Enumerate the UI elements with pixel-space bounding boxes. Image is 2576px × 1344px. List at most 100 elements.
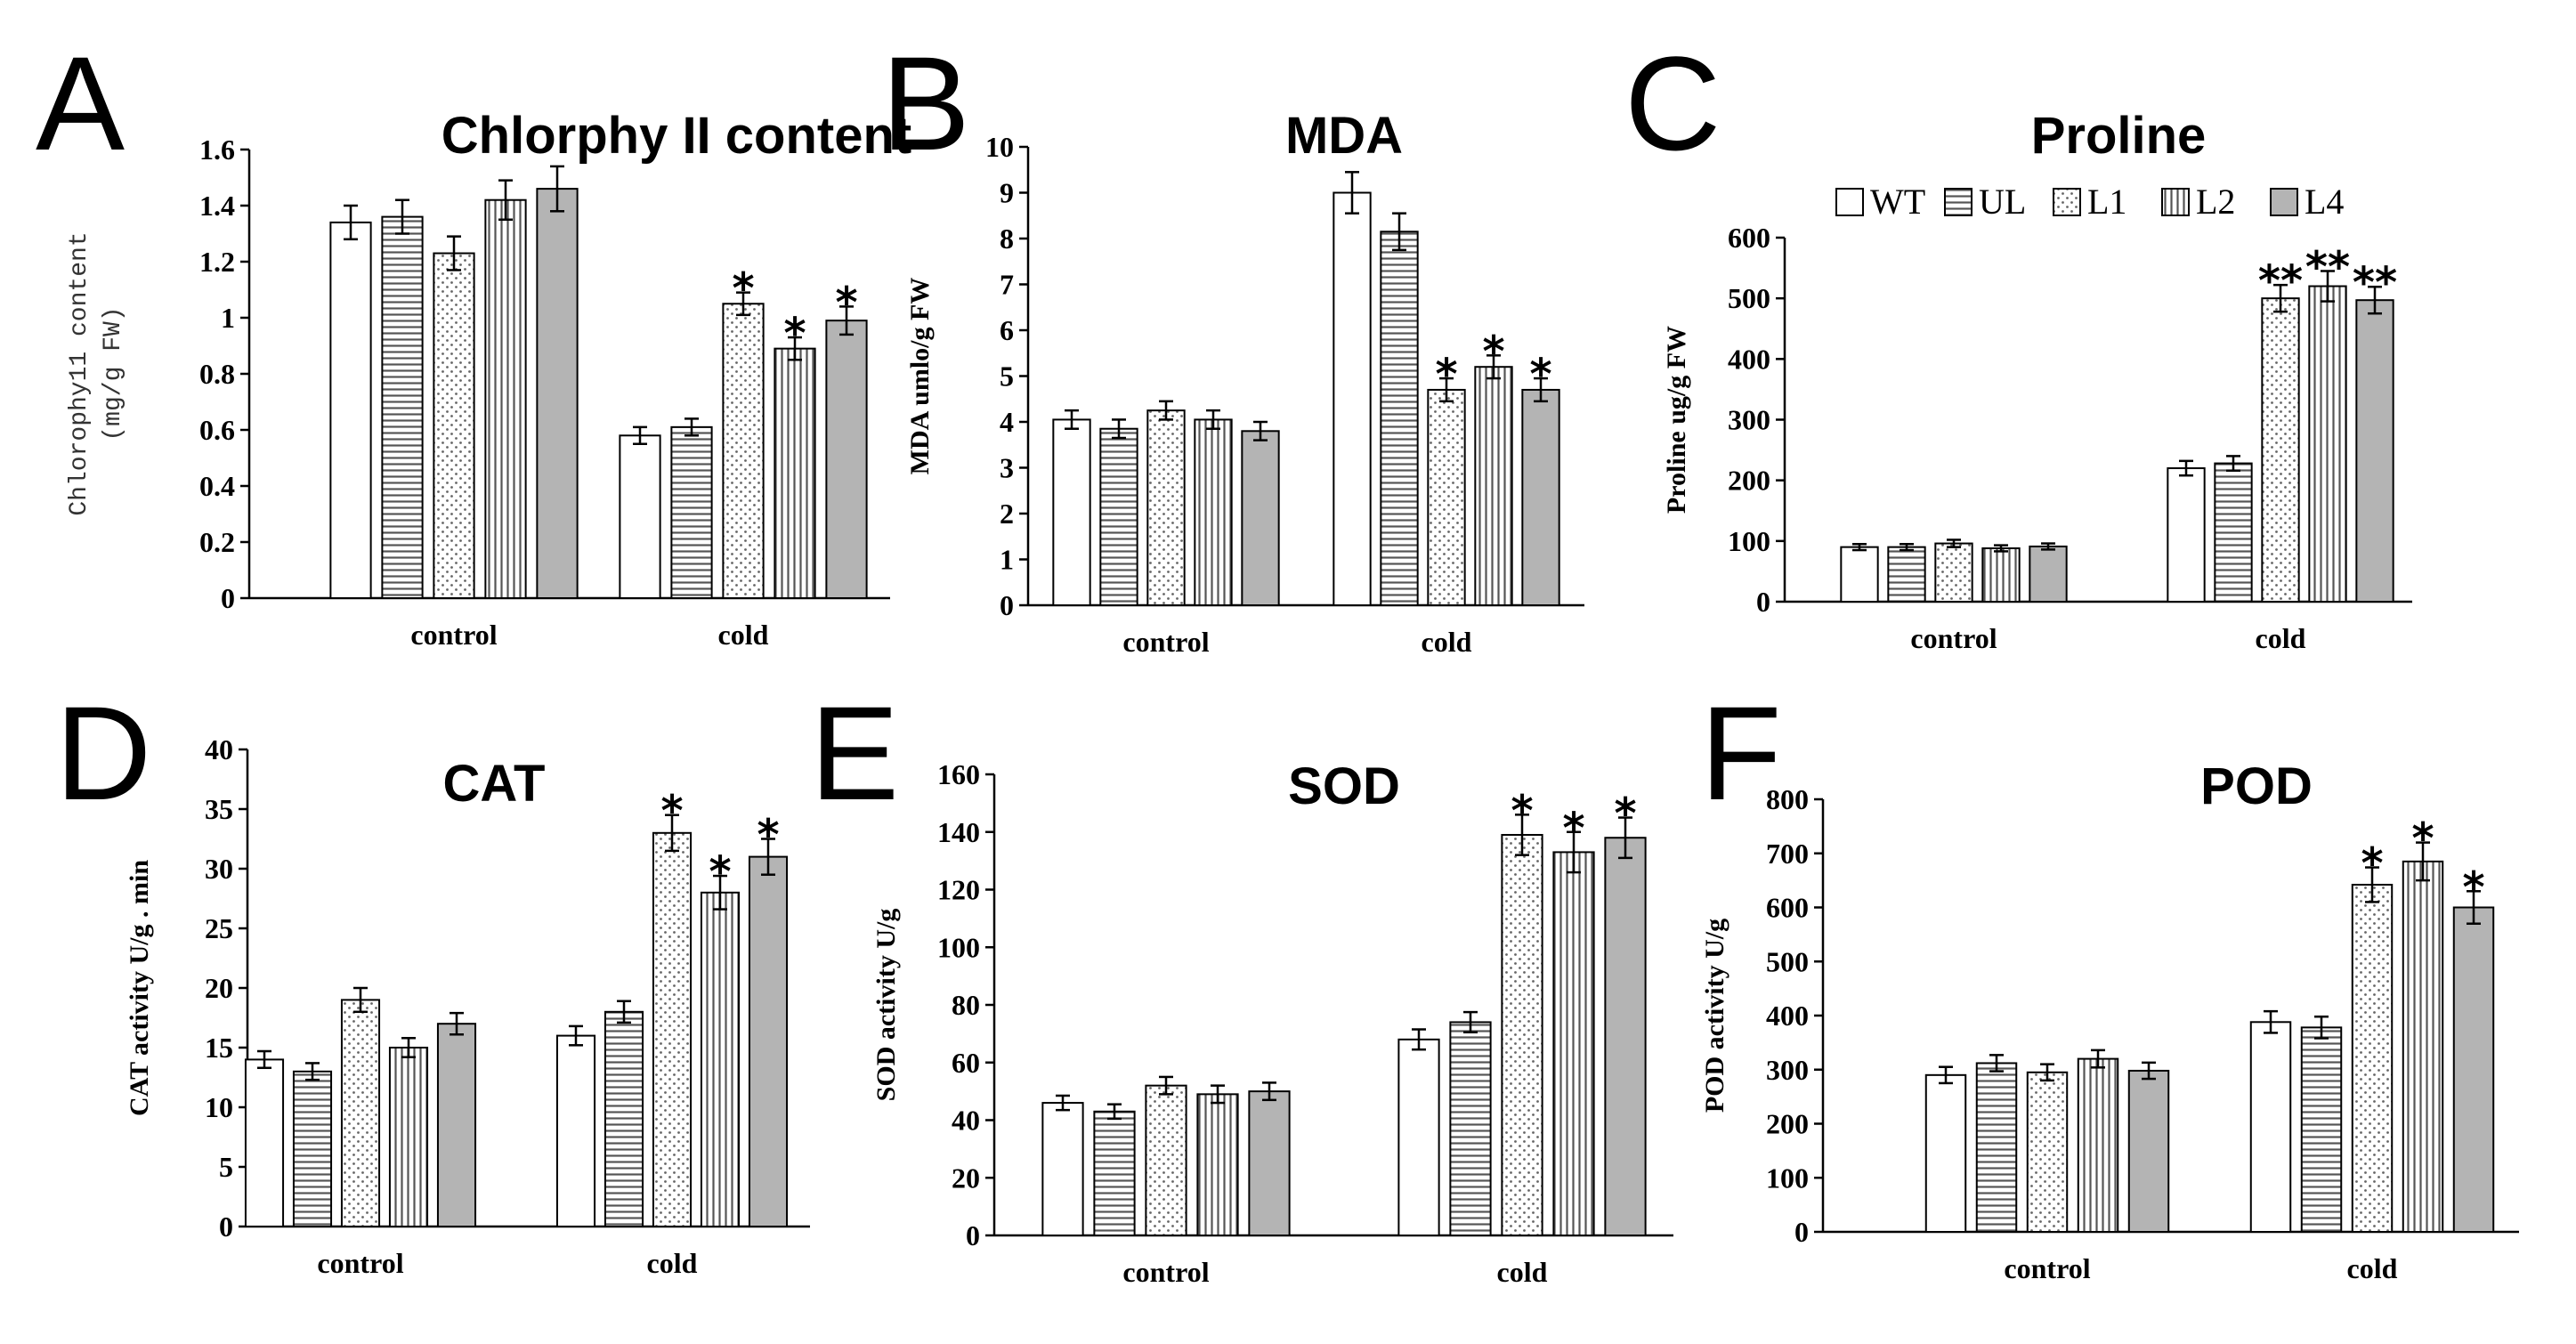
category-label: control (1910, 622, 1997, 654)
panel-f: F POD 0 100 200 300 400 500 600 700 800 POD activit… (1700, 678, 2519, 1284)
bar-l2-control (2077, 1057, 2119, 1233)
significance-star: * (1614, 789, 1636, 839)
panel-c: C Proline 0 100 200 300 400 500 600 Proline ug/g … (1624, 28, 2412, 654)
panel-d: D CAT 0 5 10 15 20 25 30 35 40 CAT activity U/g . m… (55, 678, 810, 1279)
y-tick-label: 7 (1000, 269, 1014, 301)
y-tick-label: 0 (1794, 1216, 1809, 1248)
y-tick-label: 0.6 (199, 414, 235, 446)
legend-swatch-ul (1944, 188, 1973, 216)
y-axis-label: MDA umlo/g FW (905, 278, 935, 475)
y-tick-label: 1.6 (199, 134, 235, 166)
bar-l1-control (433, 252, 475, 599)
bar-l1-control (1146, 409, 1186, 606)
bar-l2-cold (2308, 285, 2347, 603)
bar-wt-cold (555, 1034, 596, 1227)
bar-ul-cold (670, 425, 713, 599)
y-tick-label: 1.2 (199, 246, 235, 278)
chart-title: Chlorphy II content (441, 107, 911, 165)
significance-star: * (835, 278, 857, 328)
y-tick-label: 800 (1766, 783, 1809, 815)
bar-wt-cold (2249, 1021, 2292, 1234)
legend-label-ul: UL (1979, 182, 2026, 222)
bar-l4-cold (748, 855, 789, 1227)
bar-ul-control (1887, 546, 1926, 603)
y-axis-label: SOD activity U/g (871, 909, 901, 1102)
y-tick-label: 200 (1766, 1108, 1809, 1140)
panel-letter: B (881, 28, 970, 178)
bar-l4-control (2127, 1069, 2170, 1233)
legend-label-l1: L1 (2087, 182, 2126, 222)
category-label: cold (1497, 1256, 1548, 1288)
y-tick-label: 10 (985, 131, 1014, 163)
y-tick-label: 400 (1728, 343, 1770, 375)
bar-ul-cold (1449, 1021, 1492, 1237)
bar-ul-control (381, 215, 424, 599)
bar-ul-control (1093, 1110, 1136, 1236)
category-label: cold (2347, 1252, 2398, 1284)
significance-star: * (1511, 786, 1533, 836)
legend-swatch-l1 (2053, 188, 2081, 216)
bar-l4-control (1248, 1090, 1291, 1236)
significance-star: * (1529, 350, 1551, 400)
y-tick-label: 600 (1766, 892, 1809, 924)
y-tick-label: 500 (1766, 945, 1809, 977)
y-tick-label: 500 (1728, 282, 1770, 314)
y-tick-label: 300 (1766, 1054, 1809, 1086)
bar-ul-cold (2300, 1026, 2343, 1233)
y-tick-label: 0 (1000, 589, 1014, 621)
y-tick-label: 1 (221, 302, 235, 334)
category-label: cold (647, 1247, 698, 1279)
panel-letter: E (810, 678, 899, 828)
y-tick-label: 1 (1000, 544, 1014, 576)
y-tick-label: 80 (952, 989, 980, 1021)
bar-l4-cold (2452, 906, 2495, 1233)
y-tick-label: 0 (966, 1219, 980, 1251)
bar-ul-control (1099, 427, 1138, 606)
bar-wt-control (244, 1058, 285, 1228)
significance-star: * (660, 787, 683, 837)
y-tick-label: 0.8 (199, 358, 235, 390)
bar-l1-cold (722, 303, 765, 599)
y-tick-label: 9 (1000, 177, 1014, 209)
y-tick-label: 600 (1728, 222, 1770, 254)
y-tick-label: 20 (205, 972, 233, 1004)
significance-star: * (1435, 350, 1457, 400)
bar-l2-control (1194, 418, 1233, 606)
category-label: control (410, 619, 497, 651)
chart-title: CAT (443, 755, 546, 813)
y-tick-label: 35 (205, 793, 233, 825)
bar-l2-cold (1474, 366, 1513, 606)
y-axis-label: Proline ug/g FW (1662, 326, 1691, 514)
y-tick-label: 300 (1728, 404, 1770, 436)
y-tick-label: 400 (1766, 1000, 1809, 1032)
bar-l1-control (1145, 1084, 1187, 1237)
bar-wt-control (1041, 1102, 1084, 1236)
bar-l1-cold (2351, 883, 2394, 1233)
y-tick-label: 20 (952, 1162, 980, 1194)
bar-l4-control (436, 1023, 477, 1227)
legend-swatch-l2 (2161, 188, 2190, 216)
significance-star: * (709, 847, 731, 897)
y-tick-label: 700 (1766, 838, 1809, 870)
y-tick-label: 25 (205, 912, 233, 944)
bar-l1-control (2026, 1071, 2069, 1233)
category-label: control (317, 1247, 403, 1279)
y-tick-label: 100 (937, 931, 980, 963)
bar-l1-cold (1427, 388, 1466, 607)
bar-wt-cold (619, 434, 661, 599)
significance-star: * (732, 264, 754, 314)
bar-l4-cold (1604, 837, 1647, 1236)
y-tick-label: 0 (219, 1210, 233, 1243)
significance-star: * (1482, 327, 1504, 376)
bar-l2-control (388, 1047, 429, 1227)
y-tick-label: 5 (1000, 360, 1014, 393)
chart-title: Proline (2031, 107, 2207, 165)
bar-wt-cold (1397, 1038, 1440, 1236)
y-tick-label: 100 (1728, 525, 1770, 557)
chart-title: SOD (1288, 757, 1400, 815)
y-tick-label: 120 (937, 874, 980, 906)
y-tick-label: 10 (205, 1091, 233, 1123)
bar-ul-control (1975, 1062, 2018, 1233)
y-tick-label: 5 (219, 1151, 233, 1183)
